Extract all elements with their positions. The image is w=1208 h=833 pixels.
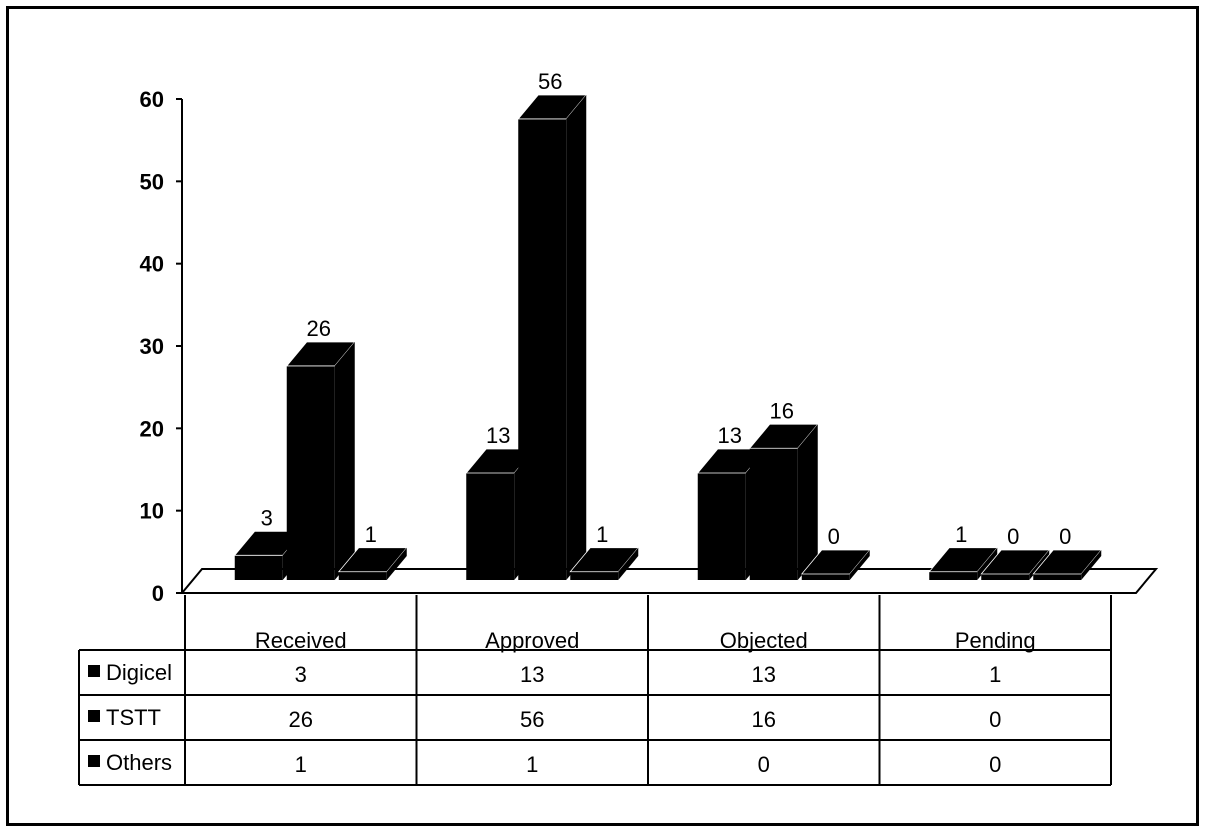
bar bbox=[570, 571, 619, 580]
table-cell-value: 3 bbox=[295, 662, 307, 687]
series-name: TSTT bbox=[106, 705, 161, 730]
bar-side bbox=[334, 341, 355, 580]
bar-value-label: 3 bbox=[261, 505, 273, 530]
bar-side bbox=[386, 547, 407, 580]
bar-value-label: 1 bbox=[596, 522, 608, 547]
category-label: Received bbox=[255, 628, 347, 653]
y-tick-label: 50 bbox=[140, 169, 164, 194]
bar bbox=[338, 571, 387, 580]
legend-key bbox=[88, 755, 100, 767]
chart-frame bbox=[6, 6, 1199, 826]
bar-value-label: 13 bbox=[486, 423, 510, 448]
table-cell-value: 0 bbox=[989, 752, 1001, 777]
bar-value-label: 1 bbox=[955, 522, 967, 547]
table-cell-value: 0 bbox=[758, 752, 770, 777]
chart-floor bbox=[179, 568, 1159, 594]
table-cell-value: 1 bbox=[526, 752, 538, 777]
table-cell-value: 1 bbox=[295, 752, 307, 777]
bar bbox=[749, 448, 798, 580]
bar-value-label: 1 bbox=[365, 522, 377, 547]
legend-key bbox=[88, 665, 100, 677]
y-tick-label: 20 bbox=[140, 416, 164, 441]
bar-side bbox=[1081, 550, 1102, 580]
category-label: Pending bbox=[955, 628, 1036, 653]
table-cell-value: 56 bbox=[520, 707, 544, 732]
category-label: Objected bbox=[720, 628, 808, 653]
series-name: Others bbox=[106, 750, 172, 775]
y-tick-label: 40 bbox=[140, 252, 164, 277]
table-cell-value: 1 bbox=[989, 662, 1001, 687]
bar-side bbox=[566, 94, 587, 580]
y-tick-label: 30 bbox=[140, 334, 164, 359]
bar-value-label: 0 bbox=[1007, 524, 1019, 549]
category-label: Approved bbox=[485, 628, 579, 653]
y-tick-label: 10 bbox=[140, 499, 164, 524]
bar-side bbox=[977, 547, 998, 580]
bar bbox=[1033, 574, 1082, 580]
bar-value-label: 26 bbox=[307, 316, 331, 341]
table-cell-value: 13 bbox=[520, 662, 544, 687]
bar bbox=[286, 365, 335, 580]
bar-value-label: 16 bbox=[770, 398, 794, 423]
bar-value-label: 13 bbox=[718, 423, 742, 448]
table-cell-value: 16 bbox=[752, 707, 776, 732]
bar bbox=[981, 574, 1030, 580]
bar bbox=[518, 118, 567, 580]
bar bbox=[929, 571, 978, 580]
bar-side bbox=[618, 547, 639, 580]
bar-side bbox=[797, 424, 818, 580]
table-cell-value: 13 bbox=[752, 662, 776, 687]
bar-side bbox=[849, 550, 870, 580]
bar bbox=[697, 472, 746, 580]
legend-key bbox=[88, 710, 100, 722]
y-tick-label: 0 bbox=[152, 581, 164, 606]
series-name: Digicel bbox=[106, 660, 172, 685]
bar-value-label: 0 bbox=[828, 524, 840, 549]
bar bbox=[801, 574, 850, 580]
bar-value-label: 56 bbox=[538, 69, 562, 94]
bar bbox=[466, 472, 515, 580]
bar bbox=[234, 555, 283, 580]
table-cell-value: 0 bbox=[989, 707, 1001, 732]
table-cell-value: 26 bbox=[289, 707, 313, 732]
y-tick-label: 60 bbox=[140, 87, 164, 112]
bar-value-label: 0 bbox=[1059, 524, 1071, 549]
